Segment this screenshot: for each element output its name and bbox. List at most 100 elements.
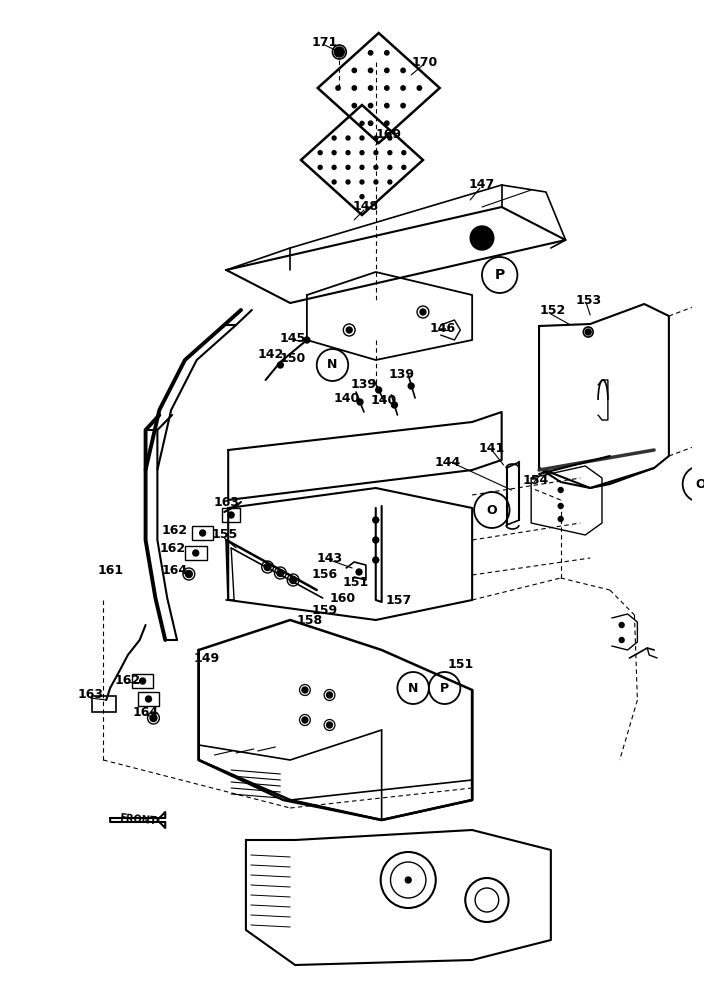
Text: 158: 158 [297, 613, 323, 626]
Circle shape [374, 180, 378, 184]
Circle shape [402, 151, 406, 155]
Text: 169: 169 [375, 128, 401, 141]
FancyBboxPatch shape [92, 696, 116, 712]
Circle shape [417, 86, 422, 90]
Circle shape [373, 537, 379, 543]
Circle shape [304, 337, 310, 343]
Circle shape [388, 151, 392, 155]
Circle shape [384, 103, 389, 108]
Circle shape [318, 151, 322, 155]
Text: 171: 171 [311, 35, 338, 48]
Circle shape [360, 136, 364, 140]
Circle shape [558, 504, 563, 508]
Circle shape [332, 151, 336, 155]
FancyBboxPatch shape [191, 526, 213, 540]
Text: 142: 142 [258, 349, 284, 361]
Circle shape [401, 86, 406, 90]
Circle shape [620, 638, 624, 643]
Text: 153: 153 [575, 294, 601, 306]
Circle shape [346, 136, 350, 140]
Circle shape [277, 570, 284, 576]
Text: 152: 152 [540, 304, 566, 316]
Text: 139: 139 [389, 368, 415, 381]
Text: 161: 161 [97, 564, 123, 576]
Circle shape [384, 68, 389, 73]
Circle shape [585, 329, 591, 335]
Circle shape [391, 402, 397, 408]
Circle shape [558, 488, 563, 492]
Text: 162: 162 [115, 674, 141, 686]
Text: 163: 163 [213, 495, 239, 508]
Circle shape [470, 226, 494, 250]
Text: 155: 155 [211, 528, 237, 542]
Text: 149: 149 [194, 652, 220, 664]
Circle shape [264, 564, 271, 570]
Text: O: O [486, 504, 497, 516]
Circle shape [368, 103, 372, 108]
Text: 145: 145 [280, 332, 306, 344]
Circle shape [150, 714, 157, 722]
Circle shape [346, 180, 350, 184]
Circle shape [346, 165, 350, 169]
Circle shape [228, 512, 234, 518]
Circle shape [346, 151, 350, 155]
FancyBboxPatch shape [185, 546, 206, 560]
Text: 147: 147 [469, 178, 495, 192]
Text: 151: 151 [343, 576, 369, 589]
Circle shape [357, 399, 363, 405]
Circle shape [318, 165, 322, 169]
Circle shape [373, 517, 379, 523]
Text: P: P [495, 268, 505, 282]
Circle shape [406, 877, 411, 883]
Circle shape [388, 165, 392, 169]
Circle shape [332, 136, 336, 140]
Circle shape [332, 180, 336, 184]
Circle shape [289, 576, 296, 584]
Text: 164: 164 [162, 564, 188, 576]
Text: 162: 162 [159, 542, 185, 554]
Circle shape [360, 121, 364, 125]
Text: 162: 162 [162, 524, 188, 536]
Circle shape [388, 180, 392, 184]
Circle shape [185, 570, 192, 578]
Circle shape [200, 530, 206, 536]
Circle shape [352, 68, 356, 73]
Text: 150: 150 [280, 352, 306, 364]
Text: 164: 164 [132, 706, 158, 718]
Circle shape [374, 151, 378, 155]
Circle shape [408, 383, 414, 389]
Text: 157: 157 [385, 593, 412, 606]
Text: 146: 146 [429, 322, 455, 334]
Text: 148: 148 [353, 200, 379, 214]
Circle shape [376, 387, 382, 393]
Text: 141: 141 [479, 442, 505, 454]
Circle shape [302, 687, 308, 693]
Circle shape [327, 692, 332, 698]
Circle shape [368, 68, 372, 73]
Text: 159: 159 [312, 603, 338, 616]
Circle shape [620, 622, 624, 628]
Circle shape [368, 51, 372, 55]
Circle shape [374, 165, 378, 169]
Circle shape [402, 165, 406, 169]
Circle shape [388, 136, 392, 140]
Text: O: O [695, 478, 704, 490]
Text: N: N [327, 359, 338, 371]
Text: 151: 151 [447, 658, 474, 670]
Circle shape [360, 195, 364, 199]
Circle shape [193, 550, 199, 556]
Circle shape [374, 136, 378, 140]
Circle shape [332, 165, 336, 169]
Text: 143: 143 [317, 552, 343, 564]
Circle shape [360, 151, 364, 155]
Circle shape [384, 51, 389, 55]
Circle shape [401, 68, 406, 73]
Circle shape [360, 180, 364, 184]
Text: P: P [440, 682, 449, 694]
Circle shape [277, 362, 283, 368]
Circle shape [336, 86, 340, 90]
Text: 156: 156 [312, 568, 338, 582]
Circle shape [302, 717, 308, 723]
Text: 139: 139 [351, 378, 377, 391]
Circle shape [352, 103, 356, 108]
